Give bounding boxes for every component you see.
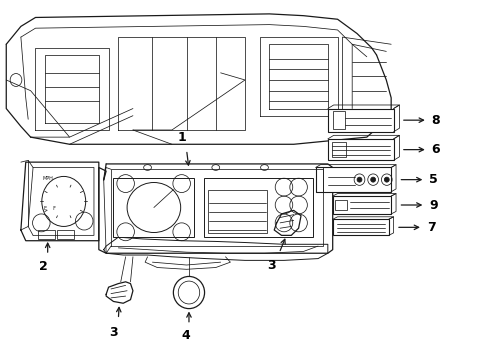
Text: 5: 5 [429, 173, 438, 186]
Bar [335, 200, 347, 210]
Bar [328, 109, 393, 132]
Bar [316, 167, 391, 192]
Bar [333, 196, 391, 214]
Bar [328, 139, 393, 160]
Text: 7: 7 [427, 221, 436, 234]
Bar [57, 230, 74, 239]
Ellipse shape [384, 177, 389, 182]
Bar [203, 178, 313, 237]
Bar [38, 230, 55, 239]
Text: 4: 4 [181, 329, 190, 342]
Text: MPH: MPH [42, 176, 53, 181]
Ellipse shape [371, 177, 375, 182]
Text: 1: 1 [177, 131, 186, 144]
Bar [333, 219, 389, 235]
Polygon shape [21, 162, 99, 241]
Text: 3: 3 [268, 259, 276, 272]
Text: 8: 8 [432, 114, 440, 127]
Polygon shape [274, 210, 301, 235]
Ellipse shape [173, 276, 204, 309]
Ellipse shape [357, 177, 362, 182]
Polygon shape [104, 237, 328, 260]
Bar [114, 178, 194, 237]
Bar [208, 190, 267, 233]
Bar [333, 111, 345, 129]
Text: E    F: E F [44, 206, 56, 211]
Text: 3: 3 [109, 326, 118, 339]
Text: 6: 6 [432, 143, 440, 156]
Polygon shape [99, 164, 333, 253]
Bar [332, 142, 346, 157]
Polygon shape [106, 282, 133, 303]
Text: 9: 9 [429, 198, 438, 212]
Text: 2: 2 [39, 260, 48, 273]
